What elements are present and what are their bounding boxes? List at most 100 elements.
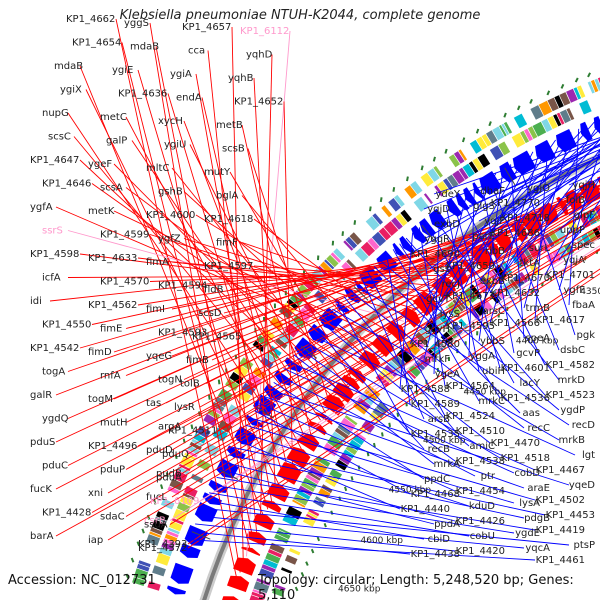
gene-label: togA <box>42 367 65 378</box>
gene-label: icfA <box>42 273 61 284</box>
gene-label: KP1_4671 <box>446 291 495 302</box>
gene-label: KP1_4510 <box>456 426 505 437</box>
gene-label: KP1_4542 <box>30 343 79 354</box>
gene-label: KP1_6112 <box>240 26 289 37</box>
feature-tick <box>463 138 464 142</box>
gene-label: scsB <box>222 144 245 155</box>
feature-tick <box>407 177 408 182</box>
gene-label: idi <box>30 296 42 307</box>
gene-label: lysS <box>440 309 460 320</box>
gene-label: ygfA <box>30 202 53 213</box>
gene-label: tktA <box>520 258 541 269</box>
gene-label: dhaF <box>480 186 505 197</box>
gene-label: KP1_4502 <box>536 495 585 506</box>
gene-label: pdgB <box>524 513 550 524</box>
feature-tick <box>355 220 356 225</box>
gene-label: yqhD <box>246 50 273 61</box>
gene-label: metK <box>88 206 115 217</box>
gene-label: KP1_4440 <box>401 504 450 515</box>
gene-label: ygeA <box>435 369 460 380</box>
gene-label: KP1_4550 <box>42 320 91 331</box>
gene-label: KP1_4419 <box>536 525 585 536</box>
gene-label: gcvP <box>516 348 540 359</box>
gene-label: KP1_4595 <box>446 321 495 332</box>
gene-label: pduQ <box>162 449 189 460</box>
gene-label: yqhB <box>228 73 254 84</box>
feature-tick <box>370 207 371 212</box>
gene-label: KP1_4523 <box>546 390 595 401</box>
gene-label: yggA <box>470 351 496 362</box>
gene-label: endA <box>176 93 202 104</box>
gene-label: glpF <box>574 210 595 221</box>
feature-tick <box>518 106 520 110</box>
gene-label: KP1_4690 <box>411 249 460 260</box>
gene-label: galP <box>106 136 127 147</box>
gene-label: ssuA <box>144 520 168 531</box>
feature-tick <box>530 99 532 103</box>
feature-tick <box>489 122 491 126</box>
gene-arrow <box>171 563 194 584</box>
gene-label: fimB <box>186 355 209 366</box>
gene-label: recB <box>428 444 451 455</box>
gene-label: KP1_4453 <box>546 510 595 521</box>
gene-label: yqeG <box>146 351 172 362</box>
gene-label: mrkD <box>558 375 586 386</box>
gene-label: KP1_4535 <box>411 429 460 440</box>
feature-tick <box>398 413 399 417</box>
feature-tick <box>306 562 308 566</box>
feature-tick <box>132 558 134 562</box>
gene-label: ygdE <box>515 528 540 539</box>
gene-label: KP1_4438 <box>411 549 460 560</box>
gene-label: mdaB <box>54 61 83 72</box>
gene-label: mdaB <box>130 42 159 53</box>
gene-label: yqeD <box>569 480 595 491</box>
gene-label: pduC <box>42 461 68 472</box>
gene-label: amiC <box>469 441 495 452</box>
gene-label: ybbS <box>480 336 505 347</box>
gene-label: speA <box>525 333 550 344</box>
gene-label: lacY <box>519 378 540 389</box>
gene-label: ygfZ <box>158 234 181 245</box>
feature-tick <box>477 129 479 133</box>
feature-tick <box>588 73 590 77</box>
gene-label: parE <box>472 231 495 242</box>
gene-arrow <box>167 586 186 595</box>
gene-label: KP1_4470 <box>491 438 540 449</box>
accession-text: Accession: NC_012731 <box>8 573 156 588</box>
gene-label: KP1_4538 <box>456 456 505 467</box>
gene-label: scsA <box>100 183 123 194</box>
gene-label: KP1_4566 <box>491 318 540 329</box>
gene-label: exbB <box>480 276 505 287</box>
gene-label: trmB <box>526 303 551 314</box>
gene-label: ribB <box>485 246 505 257</box>
gene-label: metC <box>100 112 127 123</box>
gene-label: pduS <box>30 437 55 448</box>
feature-block <box>289 548 300 555</box>
feature-tick <box>382 432 383 436</box>
feature-tick <box>161 485 162 489</box>
map-title: Klebsiella pneumoniae NTUH-K2044, comple… <box>0 8 600 23</box>
feature-tick <box>393 187 394 192</box>
gene-arrow <box>535 140 556 163</box>
gene-label: ydeY <box>435 189 460 200</box>
gene-label: dsbC <box>560 345 585 356</box>
gene-label: KP1_4562 <box>88 300 137 311</box>
gene-label: KP1_4536 <box>501 393 550 404</box>
gene-label: fimA <box>146 257 169 268</box>
gene-label: yqcA <box>525 543 550 554</box>
feature-tick <box>504 113 506 117</box>
gene-label: mrkF <box>425 354 451 365</box>
gene-label: gshB <box>158 187 183 198</box>
gene-label: ygdQ <box>42 414 69 425</box>
gene-label: fimI <box>146 304 165 315</box>
gene-label: uppP <box>560 225 585 236</box>
gene-label: fldB <box>204 285 224 296</box>
topology-text: Topology: circular; Length: 5,248,520 bp… <box>258 573 592 603</box>
gene-label: KP1_4468 <box>411 489 460 500</box>
gene-label: pduP <box>100 465 125 476</box>
gene-label: scsD <box>198 308 222 319</box>
gene-label: ygfF <box>563 285 585 296</box>
gene-label: gcvH <box>425 324 450 335</box>
gene-label: xycH <box>158 116 183 127</box>
